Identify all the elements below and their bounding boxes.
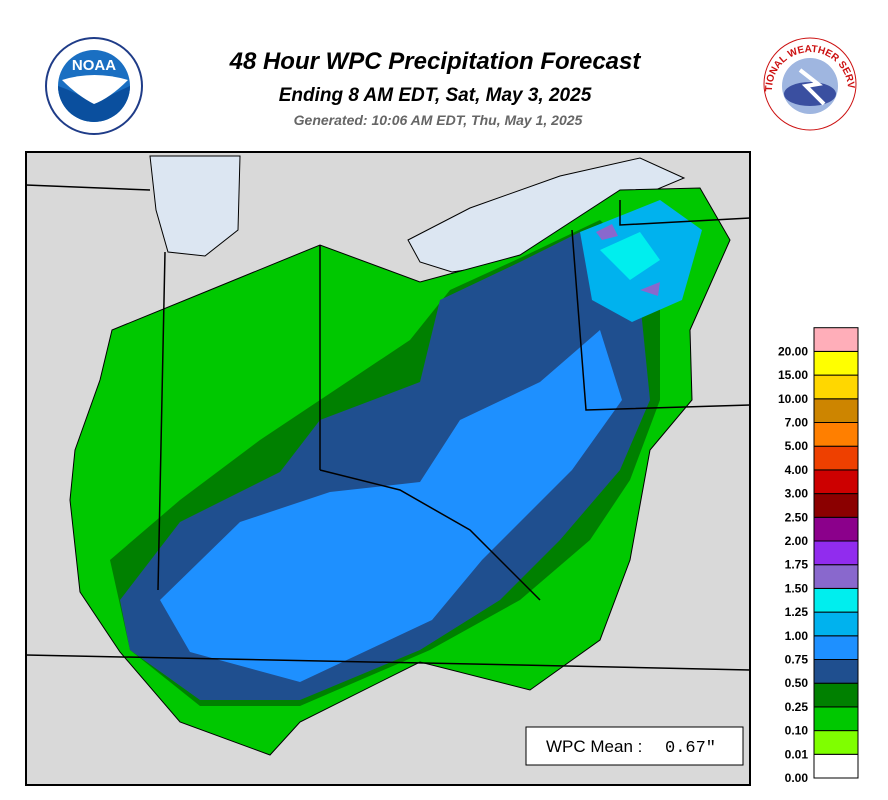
- mean-value: 0.67": [665, 739, 716, 758]
- region-blue: [160, 330, 622, 682]
- legend-label: 0.75: [785, 653, 809, 667]
- legend-label: 2.50: [785, 510, 809, 524]
- legend-swatch: [813, 564, 859, 589]
- legend-swatch: [813, 611, 859, 637]
- legend-label: 3.00: [785, 487, 809, 501]
- title: 48 Hour WPC Precipitation Forecast: [229, 48, 642, 75]
- legend-label: 2.00: [785, 534, 809, 548]
- legend-label: 4.00: [785, 463, 809, 477]
- legend-label: 20.00: [778, 344, 808, 358]
- legend-swatch: [813, 398, 859, 423]
- state-borders: [25, 184, 751, 671]
- legend-swatch: [813, 445, 859, 471]
- legend-label: 0.10: [785, 724, 809, 738]
- legend-label: 0.50: [785, 676, 809, 690]
- legend-swatch: [813, 493, 859, 518]
- legend-swatch: [813, 350, 859, 376]
- region-cyan: [600, 232, 660, 280]
- legend-swatch: [813, 587, 859, 613]
- legend-label: 15.00: [778, 368, 808, 382]
- legend-label: 5.00: [785, 439, 809, 453]
- mean-label: WPC Mean :: [546, 737, 642, 756]
- legend: 0.00 0.01 0.10 0.25 0.50 0.75 1.00 1.25 1.50 1.75…: [778, 327, 859, 785]
- legend-swatch: [813, 706, 859, 732]
- legend-label: 0.01: [785, 747, 809, 761]
- mean-box: [525, 726, 744, 766]
- legend-label: 1.00: [785, 629, 809, 643]
- legend-swatch: [813, 730, 859, 755]
- legend-swatch: [813, 422, 859, 447]
- legend-swatch: [813, 469, 859, 495]
- legend-swatch: [813, 374, 859, 400]
- legend-swatch: [813, 540, 859, 566]
- legend-label: 1.25: [785, 605, 809, 619]
- legend-label: 10.00: [778, 392, 808, 406]
- legend-label: 0.00: [785, 771, 809, 785]
- noaa-logo: NOAA: [45, 37, 143, 135]
- region-purple: [596, 224, 660, 296]
- subtitle: Ending 8 AM EDT, Sat, May 3, 2025: [279, 85, 592, 106]
- generated: Generated: 10:06 AM EDT, Thu, May 1, 202…: [294, 112, 583, 128]
- legend-swatch: [813, 635, 859, 660]
- legend-label: 0.25: [785, 700, 809, 714]
- legend-label: 1.75: [785, 558, 809, 572]
- legend-swatch: [813, 327, 859, 352]
- lake-michigan: [149, 155, 241, 257]
- map: WPC Mean : 0.67": [25, 151, 751, 786]
- legend-swatch: [813, 659, 859, 684]
- legend-label: 7.00: [785, 416, 809, 430]
- legend-swatch: [813, 516, 859, 542]
- legend-swatch: [813, 682, 859, 708]
- legend-label: 1.50: [785, 581, 809, 595]
- legend-swatch: [813, 753, 859, 779]
- noaa-text: NOAA: [72, 57, 116, 74]
